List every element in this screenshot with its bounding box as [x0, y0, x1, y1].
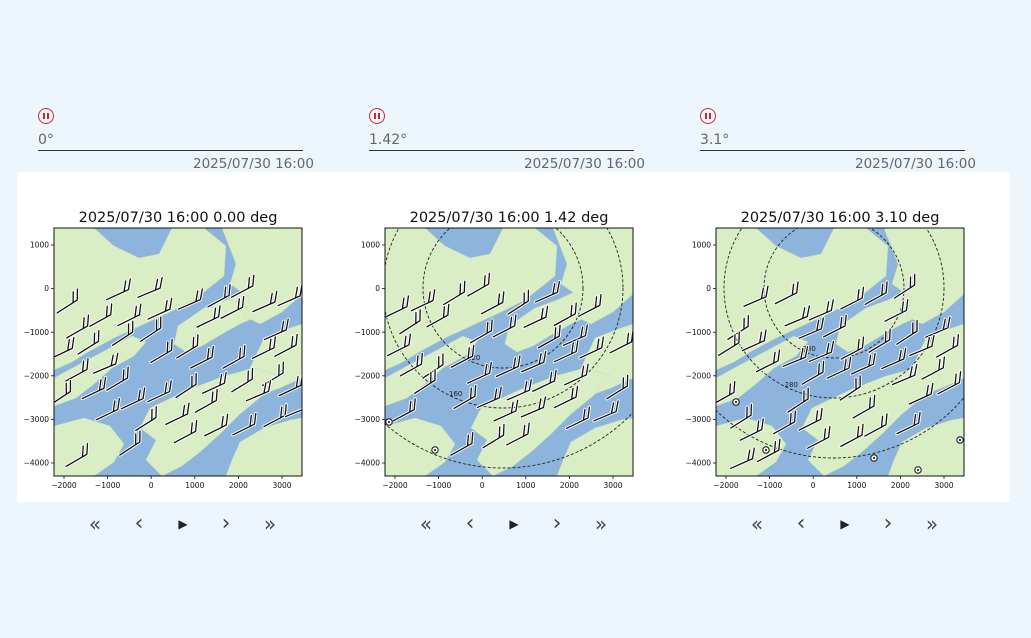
plot-title: 2025/07/30 16:00 3.10 deg — [741, 210, 940, 226]
x-tick-label: −2000 — [382, 481, 408, 490]
y-tick-label: −2000 — [24, 371, 50, 380]
angle-input-2[interactable] — [369, 130, 634, 151]
y-tick-label: −1000 — [686, 328, 712, 337]
playback-controls-1: « ‹ ▶ › » — [83, 511, 333, 537]
first-frame-button[interactable]: « — [750, 512, 764, 536]
y-tick-label: −4000 — [355, 459, 381, 468]
x-tick-label: 2000 — [560, 481, 579, 490]
radar-plot-2: 2025/07/30 16:00 1.42 deg 120 160 −2000 −100… — [348, 172, 658, 502]
x-tick-label: 3000 — [272, 481, 291, 490]
next-frame-button[interactable]: › — [552, 511, 562, 536]
last-frame-button[interactable]: » — [263, 512, 277, 536]
y-tick-label: −3000 — [24, 415, 50, 424]
x-tick-label: 2000 — [229, 481, 248, 490]
timestamp-label: 2025/07/30 16:00 — [192, 156, 314, 172]
axes-frame — [384, 227, 634, 477]
playback-controls-3: « ‹ ▶ › » — [745, 511, 995, 537]
axes-frame — [53, 227, 303, 477]
y-tick-label: 0 — [375, 284, 380, 293]
next-frame-button[interactable]: › — [883, 511, 893, 536]
x-tick-label: 0 — [811, 481, 816, 490]
contour-label: 280 — [803, 345, 816, 353]
first-frame-button[interactable]: « — [419, 512, 433, 536]
radar-plot-3: 2025/07/30 16:00 3.10 deg 280 280 −2000 −100… — [679, 172, 989, 502]
prev-frame-button[interactable]: ‹ — [465, 511, 475, 536]
x-tick-label: 3000 — [934, 481, 953, 490]
x-tick-label: 3000 — [603, 481, 622, 490]
timestamp-label: 2025/07/30 16:00 — [523, 156, 645, 172]
y-tick-label: −4000 — [24, 459, 50, 468]
prev-frame-button[interactable]: ‹ — [796, 511, 806, 536]
pause-icon[interactable] — [38, 108, 54, 124]
x-tick-label: 0 — [480, 481, 485, 490]
x-tick-label: −1000 — [95, 481, 121, 490]
x-tick-label: 1000 — [516, 481, 535, 490]
y-tick-label: −2000 — [686, 371, 712, 380]
x-tick-label: −2000 — [51, 481, 77, 490]
x-tick-label: −2000 — [713, 481, 739, 490]
play-button[interactable]: ▶ — [509, 517, 519, 531]
contour-label: 280 — [785, 381, 798, 389]
x-tick-label: −1000 — [757, 481, 783, 490]
angle-input-1[interactable] — [38, 130, 303, 151]
map-area — [54, 228, 302, 476]
figure-canvas: 2025/07/30 16:00 0.00 deg −2000 −1000 0 1000… — [17, 172, 1010, 502]
y-tick-label: −1000 — [24, 328, 50, 337]
contour-label: 120 — [467, 354, 480, 362]
y-tick-label: 1000 — [30, 241, 49, 250]
y-tick-label: −2000 — [355, 371, 381, 380]
playback-controls-2: « ‹ ▶ › » — [414, 511, 664, 537]
x-tick-label: 1000 — [847, 481, 866, 490]
plot-title: 2025/07/30 16:00 1.42 deg — [410, 210, 609, 226]
x-tick-label: 0 — [149, 481, 154, 490]
x-tick-label: 1000 — [185, 481, 204, 490]
y-tick-label: 0 — [44, 284, 49, 293]
pause-icon[interactable] — [369, 108, 385, 124]
last-frame-button[interactable]: » — [925, 512, 939, 536]
x-tick-label: −1000 — [426, 481, 452, 490]
prev-frame-button[interactable]: ‹ — [134, 511, 144, 536]
radar-plot-1: 2025/07/30 16:00 0.00 deg −2000 −1000 0 1000… — [17, 172, 327, 502]
x-tick-label: 2000 — [891, 481, 910, 490]
play-button[interactable]: ▶ — [840, 517, 850, 531]
y-tick-label: −3000 — [355, 415, 381, 424]
last-frame-button[interactable]: » — [594, 512, 608, 536]
y-tick-label: 1000 — [361, 241, 380, 250]
y-tick-label: 1000 — [692, 241, 711, 250]
next-frame-button[interactable]: › — [221, 511, 231, 536]
pause-icon[interactable] — [700, 108, 716, 124]
plot-title: 2025/07/30 16:00 0.00 deg — [79, 210, 278, 226]
y-tick-label: −4000 — [686, 459, 712, 468]
first-frame-button[interactable]: « — [88, 512, 102, 536]
y-tick-label: 0 — [706, 284, 711, 293]
y-tick-label: −3000 — [686, 415, 712, 424]
y-tick-label: −1000 — [355, 328, 381, 337]
timestamp-label: 2025/07/30 16:00 — [854, 156, 976, 172]
axes-frame — [715, 227, 965, 477]
contour-label: 160 — [449, 390, 462, 398]
map-area: 280 280 — [716, 228, 964, 476]
play-button[interactable]: ▶ — [178, 517, 188, 531]
map-area: 120 160 — [385, 228, 633, 476]
angle-input-3[interactable] — [700, 130, 965, 151]
